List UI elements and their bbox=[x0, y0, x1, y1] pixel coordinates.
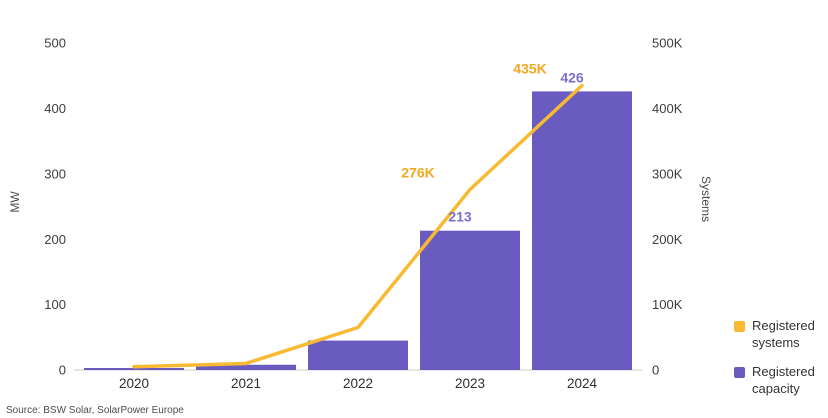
legend-item-registered-systems: Registered systems bbox=[734, 318, 826, 351]
legend: Registered systems Registered capacity bbox=[734, 318, 826, 411]
left-axis-tick: 400 bbox=[44, 101, 66, 116]
right-axis-tick: 100K bbox=[652, 297, 683, 312]
left-axis-tick: 300 bbox=[44, 166, 66, 181]
line-value-label: 276K bbox=[401, 164, 434, 180]
right-axis-tick: 400K bbox=[652, 101, 683, 116]
x-axis-label: 2024 bbox=[567, 376, 598, 391]
registered-systems-line bbox=[132, 83, 584, 369]
left-axis-title: MW bbox=[8, 191, 22, 213]
left-axis-tick: 0 bbox=[59, 363, 66, 378]
bar-value-label: 426 bbox=[560, 69, 584, 85]
right-axis-tick: 200K bbox=[652, 232, 683, 247]
legend-item-registered-capacity: Registered capacity bbox=[734, 364, 826, 397]
bar-value-label: 213 bbox=[448, 209, 472, 225]
legend-swatch-capacity bbox=[734, 367, 745, 379]
right-axis-tick: 500K bbox=[652, 36, 683, 51]
right-axis-tick: 300K bbox=[652, 166, 683, 181]
bar-2024 bbox=[532, 91, 632, 371]
left-axis-tick: 500 bbox=[44, 36, 66, 51]
line-value-label: 435K bbox=[513, 61, 546, 77]
legend-swatch-systems bbox=[734, 321, 745, 332]
right-axis-title: Systems bbox=[699, 175, 713, 222]
x-axis-label: 2021 bbox=[231, 376, 261, 391]
bar-2022 bbox=[308, 340, 408, 370]
legend-label-capacity: Registered capacity bbox=[752, 364, 815, 396]
x-axis-label: 2023 bbox=[455, 376, 485, 391]
bar-2021 bbox=[196, 364, 296, 370]
legend-label-systems: Registered systems bbox=[752, 318, 815, 350]
bar-2023 bbox=[420, 230, 520, 370]
left-axis-tick: 100 bbox=[44, 297, 66, 312]
bar-2020 bbox=[84, 368, 184, 370]
right-axis-tick: 0 bbox=[652, 363, 659, 378]
source-note: Source: BSW Solar, SolarPower Europe bbox=[6, 405, 184, 416]
x-axis-label: 2020 bbox=[119, 376, 149, 391]
left-axis-tick: 200 bbox=[44, 232, 66, 247]
x-axis-label: 2022 bbox=[343, 376, 373, 391]
